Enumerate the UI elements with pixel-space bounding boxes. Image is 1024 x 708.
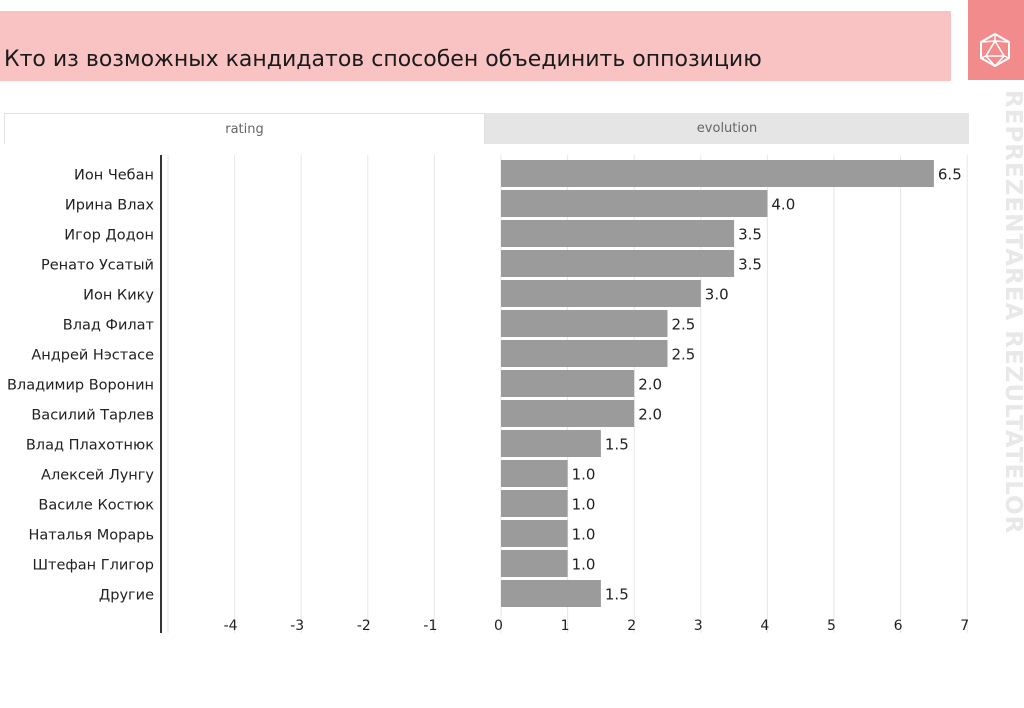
bar <box>501 190 768 217</box>
data-label: 2.0 <box>638 406 662 424</box>
x-tick-label: 3 <box>694 618 703 634</box>
tab-rating[interactable]: rating <box>4 113 485 144</box>
tab-evolution[interactable]: evolution <box>485 113 969 144</box>
bar <box>501 580 601 607</box>
category-label: Игор Додон <box>64 228 154 244</box>
category-label: Другие <box>99 588 154 604</box>
bar <box>501 430 601 457</box>
data-label: 2.5 <box>672 346 696 364</box>
category-label: Штефан Глигор <box>33 558 154 574</box>
data-label: 3.0 <box>705 286 729 304</box>
d20-logo-icon <box>980 33 1010 67</box>
x-tick-label: -2 <box>357 618 371 634</box>
category-label: Ирина Влах <box>65 198 155 214</box>
data-label: 1.0 <box>572 496 596 514</box>
bar <box>501 520 568 547</box>
category-label: Василий Тарлев <box>31 408 154 424</box>
category-label: Алексей Лунгу <box>41 468 154 484</box>
bar <box>501 250 735 277</box>
x-tick-label: -3 <box>290 618 304 634</box>
data-label: 2.5 <box>672 316 696 334</box>
page-title: Кто из возможных кандидатов способен объ… <box>4 47 762 72</box>
bar <box>501 490 568 517</box>
category-label: Василе Костюк <box>38 498 154 514</box>
data-label: 1.0 <box>572 556 596 574</box>
data-label: 1.5 <box>605 436 629 454</box>
bar <box>501 280 701 307</box>
x-tick-label: 4 <box>760 618 769 634</box>
category-label: Влад Плахотнюк <box>26 438 154 454</box>
tab-bar: rating evolution <box>4 113 969 144</box>
data-label: 2.0 <box>638 376 662 394</box>
category-label: Ион Чебан <box>74 168 154 184</box>
bar <box>501 370 635 397</box>
title-banner: Кто из возможных кандидатов способен объ… <box>0 11 951 81</box>
data-label: 3.5 <box>738 256 762 274</box>
x-tick-label: 6 <box>894 618 903 634</box>
category-label: Владимир Воронин <box>7 378 154 394</box>
category-label: Андрей Нэстасе <box>31 348 154 364</box>
x-tick-label: -4 <box>224 618 238 634</box>
rating-bar-chart: 6.5 Ион Чебан 4.0 Ирина Влах 3.5 Игор Додон 3.… <box>7 155 969 634</box>
bar <box>501 220 735 247</box>
data-label: 4.0 <box>771 196 795 214</box>
bar <box>501 340 668 367</box>
logo[interactable] <box>968 0 1024 80</box>
bar <box>501 310 668 337</box>
bar <box>501 550 568 577</box>
bar <box>501 460 568 487</box>
x-tick-label: 5 <box>827 618 836 634</box>
x-tick-label: 1 <box>561 618 570 634</box>
category-label: Наталья Морарь <box>29 528 155 544</box>
data-label: 1.5 <box>605 586 629 604</box>
x-tick-label: 0 <box>494 618 503 634</box>
data-label: 3.5 <box>738 226 762 244</box>
category-label: Ион Кику <box>83 288 154 304</box>
x-tick-label: -1 <box>423 618 437 634</box>
x-tick-label: 7 <box>960 618 969 634</box>
data-label: 1.0 <box>572 466 596 484</box>
category-label: Ренато Усатый <box>41 258 154 274</box>
side-brand-text: REPREZENTAREA REZULTATELOR <box>1000 90 1024 535</box>
data-label: 6.5 <box>938 166 962 184</box>
bar <box>501 400 635 427</box>
data-label: 1.0 <box>572 526 596 544</box>
x-tick-label: 2 <box>627 618 636 634</box>
bar <box>501 160 934 187</box>
category-label: Влад Филат <box>63 318 155 334</box>
